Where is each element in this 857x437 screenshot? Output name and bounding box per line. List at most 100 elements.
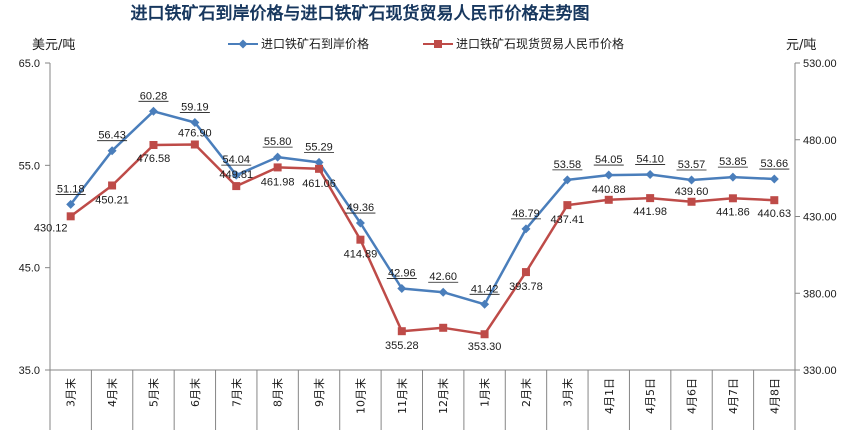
chart-title: 进口铁矿石到岸价格与进口铁矿石现货贸易人民币价格走势图 (131, 3, 590, 24)
x-tick-label: 6月末 (188, 378, 202, 407)
x-tick-label: 4月8日 (768, 378, 781, 414)
series-2-data-label: 441.86 (716, 206, 750, 218)
x-tick-label: 4月1日 (603, 378, 616, 414)
series-1-point (107, 146, 117, 156)
x-tick-label: 7月末 (229, 378, 243, 407)
series-2-point (439, 323, 448, 332)
series-2-data-label: 437.41 (551, 214, 585, 226)
legend-label-series-2: 进口铁矿石现货贸易人民币价格 (456, 36, 624, 51)
series-2-data-label: 476.90 (178, 128, 212, 140)
x-tick-label: 4月末 (105, 378, 119, 407)
series-1-point (314, 157, 324, 167)
x-tick-label: 2月末 (519, 378, 533, 407)
x-tick-label: 4月7日 (727, 378, 740, 414)
data-labels: 51.18 56.43 60.28 59.19 54.04 55.80 55.29 49.36… (34, 90, 791, 353)
series-2-point (480, 330, 489, 339)
series-2-point (356, 235, 365, 244)
series-2-data-label: 450.21 (95, 194, 129, 206)
series-2-point (149, 140, 158, 149)
left-tick-label: 65.0 (19, 58, 40, 70)
series-1-point (604, 170, 614, 180)
series-1-point (190, 117, 200, 127)
legend-marker-diamond-icon (238, 39, 248, 49)
series-markers (66, 106, 779, 339)
left-axis-unit: 美元/吨 (32, 38, 75, 53)
x-tick-label: 5月末 (146, 378, 160, 407)
right-tick-label: 330.00 (803, 365, 837, 377)
series-1-data-label: 54.05 (595, 154, 623, 166)
series-1-point (480, 299, 490, 309)
series-2-point (687, 197, 696, 206)
series-1-point (231, 170, 241, 180)
series-2-data-label: 414.89 (344, 249, 378, 261)
series-1-data-label: 49.36 (347, 202, 375, 214)
x-tick-label: 9月末 (312, 378, 326, 407)
x-tick-label: 3月末 (64, 378, 78, 407)
series-1-data-label: 59.19 (181, 101, 209, 113)
series-2-data-label: 461.98 (261, 176, 295, 188)
series-1-point (355, 218, 365, 228)
series-1-point (273, 152, 283, 162)
series-2-data-label: 441.98 (633, 206, 667, 218)
series-2-point (108, 181, 117, 190)
series-1-data-label: 53.66 (761, 158, 789, 170)
series-line-2 (69, 143, 775, 336)
series-1-data-label: 41.42 (471, 283, 499, 295)
series-1-point (562, 175, 572, 185)
legend-label-series-1: 进口铁矿石到岸价格 (261, 36, 369, 51)
series-1-data-label: 55.80 (264, 136, 292, 148)
series-1-data-label: 56.43 (98, 130, 126, 142)
series-1-point (66, 199, 76, 209)
series-2-point (315, 164, 324, 173)
series-1-data-label: 53.58 (554, 159, 582, 171)
series-2-point (232, 182, 241, 191)
series-1-data-label: 53.57 (678, 159, 706, 171)
series-2-data-label: 440.88 (592, 184, 626, 196)
series-2-point (190, 140, 199, 149)
right-tick-label: 380.00 (803, 288, 837, 300)
series-1-point (521, 224, 531, 234)
series-2-point (770, 196, 779, 205)
series-2-data-label: 439.60 (675, 186, 709, 198)
series-2-point (66, 212, 75, 221)
series-2-data-label: 461.06 (302, 178, 336, 190)
series-1-data-label: 51.18 (57, 183, 85, 195)
series-1-point (728, 172, 738, 182)
right-axis-unit: 元/吨 (786, 38, 816, 53)
series-1-data-label: 53.85 (719, 156, 747, 168)
series-2-point (397, 327, 406, 336)
series-1-point (687, 175, 697, 185)
left-tick-label: 35.0 (19, 365, 40, 377)
right-tick-label: 530.00 (803, 58, 837, 70)
series-1-data-label: 54.04 (222, 154, 250, 166)
series-1-point (397, 284, 407, 294)
series-2-point (521, 268, 530, 277)
left-tick-label: 45.0 (19, 263, 40, 275)
series-1-data-label: 60.28 (140, 90, 168, 102)
series-2-point (273, 163, 282, 172)
series-2-point (604, 195, 613, 204)
x-tick-label: 8月末 (271, 378, 285, 407)
series-1-data-label: 48.79 (512, 208, 540, 220)
series-2-data-label: 449.81 (219, 169, 253, 181)
series-2-data-label: 353.30 (468, 341, 502, 353)
series-2-point (646, 194, 655, 203)
series-1-data-label: 55.29 (305, 141, 333, 153)
series-2-data-label: 393.78 (509, 281, 543, 293)
left-tick-label: 55.0 (19, 160, 40, 172)
series-1-point (645, 170, 655, 180)
series-lines (69, 110, 775, 336)
x-tick-label: 11月末 (395, 378, 409, 414)
right-tick-label: 430.00 (803, 212, 837, 224)
legend-marker-square-icon (434, 40, 442, 48)
series-2-data-label: 440.63 (757, 208, 791, 220)
series-1-point (148, 106, 158, 116)
series-1-data-label: 42.96 (388, 268, 416, 280)
x-tick-label: 4月6日 (686, 378, 699, 414)
series-1-data-label: 54.10 (636, 154, 664, 166)
x-tick-label: 3月末 (560, 378, 574, 407)
axes: 35.0 45.0 55.0 65.0 330.00 380.00 430.00 480.00… (19, 58, 837, 430)
series-1-point (438, 287, 448, 297)
series-2-data-label: 476.58 (137, 153, 171, 165)
